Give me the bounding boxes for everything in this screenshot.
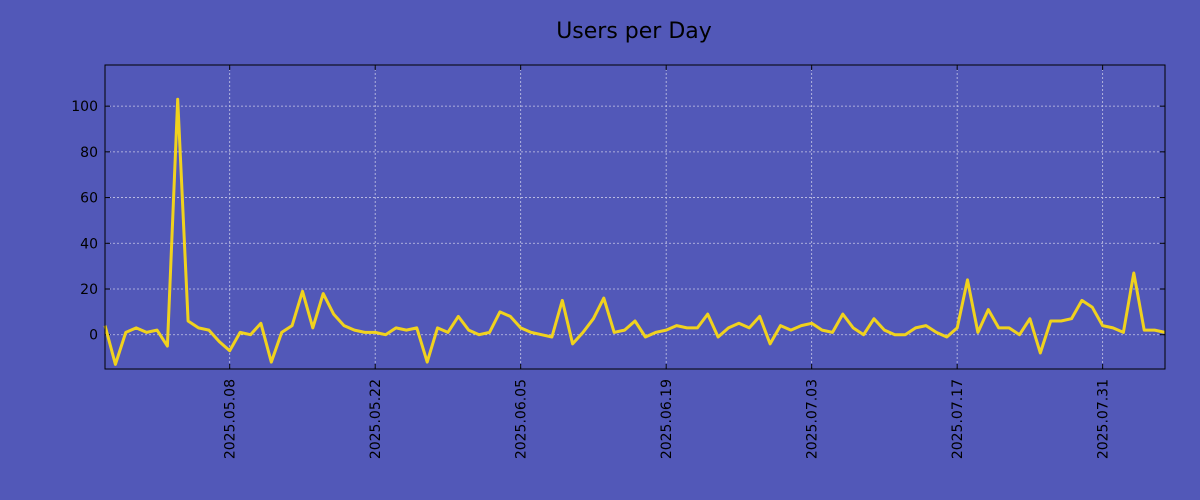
x-tick-label: 2025.06.05 (514, 379, 530, 459)
data-series (103, 97, 1166, 366)
axis-ticks (105, 65, 1165, 369)
x-tick-label: 2025.07.17 (950, 379, 966, 459)
tick-labels: 0 20 40 60 80 100 2025.05.08 2025.05.22 2025.06.… (71, 99, 1111, 459)
y-tick-label: 100 (71, 99, 98, 115)
x-tick-label: 2025.05.08 (223, 379, 239, 459)
x-tick-label: 2025.06.19 (659, 379, 675, 459)
y-tick-label: 0 (89, 328, 98, 344)
x-tick-label: 2025.07.03 (805, 379, 821, 459)
x-tick-label: 2025.05.22 (368, 379, 384, 459)
grid-lines (105, 65, 1165, 369)
y-tick-label: 80 (80, 145, 98, 161)
y-tick-label: 40 (80, 236, 98, 252)
chart-title: Users per Day (556, 19, 712, 44)
plot-frame (104, 64, 1166, 370)
y-tick-label: 60 (80, 191, 98, 207)
x-tick-label: 2025.07.31 (1096, 379, 1112, 459)
series-line (103, 97, 1166, 366)
y-tick-label: 20 (80, 282, 98, 298)
